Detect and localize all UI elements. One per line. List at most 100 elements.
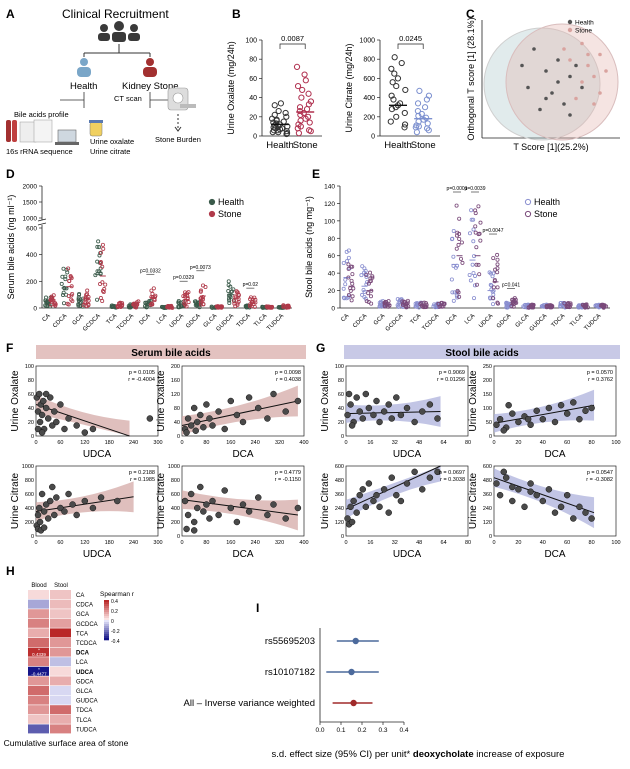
y-tick-label: 200 (26, 279, 37, 286)
data-point (346, 248, 351, 253)
panel-letter-a: A (6, 7, 15, 21)
row-label: LCA (76, 660, 88, 666)
stone-confidence-ellipse (505, 23, 619, 141)
score-point (598, 91, 602, 95)
data-point (491, 256, 496, 261)
x-category-label: TCA (106, 313, 119, 326)
data-point (387, 118, 394, 125)
color-scale-step (104, 608, 109, 611)
r-value-label: r = -0.1150 (275, 477, 301, 483)
x-category-label: UDCA (478, 313, 494, 329)
data-point (61, 266, 66, 271)
data-point (282, 515, 289, 522)
data-point (57, 401, 64, 408)
color-scale-step (104, 602, 109, 605)
score-point (604, 69, 608, 73)
color-scale-step (104, 610, 109, 613)
chart-heatmap-spearman: Blood Stool CA CDCA GCA GCDCA TCA TCDCA DCA LCA UD… (4, 583, 135, 748)
data-point (364, 299, 369, 304)
data-point (380, 408, 388, 415)
x-tick-label: 0.2 (357, 727, 366, 734)
data-point (457, 294, 462, 299)
color-scale-step (104, 622, 109, 625)
y-tick-label: 40 (249, 95, 257, 102)
y-tick-label: 120 (483, 520, 492, 526)
data-point (198, 289, 203, 294)
heatmap-cell (28, 590, 49, 599)
y-tick-label: 600 (25, 492, 34, 498)
p-value-label: 0.0087 (281, 34, 304, 43)
data-point (296, 107, 303, 115)
data-point (271, 102, 278, 109)
x-category-label: TCA (410, 313, 423, 326)
heatmap-cell (50, 686, 71, 695)
data-point (38, 411, 46, 419)
panel-letter-e: E (312, 167, 320, 181)
chart-stool-dca-citrate: 0 20 40 60 80 100 0 120 240 360 480 600 p = 0.0547r … (468, 464, 621, 560)
data-point (305, 113, 312, 120)
x-axis-label: DCA (544, 549, 565, 560)
data-point (401, 124, 408, 131)
heatmap-cell (50, 705, 71, 715)
stool-banner: Stool bile acids (344, 345, 620, 359)
data-point (393, 82, 400, 90)
panel-letter-h: H (6, 564, 15, 578)
data-point (302, 77, 309, 84)
panel-letter-b: B (232, 7, 241, 21)
y-tick-label: 120 (324, 201, 335, 208)
data-point (36, 518, 44, 526)
data-point (570, 399, 577, 406)
data-point (44, 415, 52, 422)
data-point (509, 483, 516, 491)
color-scale-step (104, 632, 109, 635)
heatmap-cell (28, 714, 49, 724)
data-point (182, 294, 187, 299)
y-tick-label: 1000 (359, 38, 375, 45)
data-point (402, 86, 409, 94)
row-label: TUDCA (76, 727, 97, 733)
y-tick-label: 240 (335, 506, 344, 512)
y-tick-label: 0 (371, 134, 375, 141)
data-point (227, 397, 235, 405)
legend-label: Health (218, 197, 244, 207)
data-point (527, 421, 534, 429)
data-point (306, 119, 313, 126)
data-point (380, 486, 388, 493)
data-point (403, 480, 411, 487)
data-point (45, 303, 50, 308)
data-point (209, 422, 216, 429)
p-value-label: p = 0.0105 (129, 370, 155, 376)
data-point (198, 302, 203, 307)
confidence-band (346, 396, 441, 427)
data-point (434, 468, 441, 476)
data-point (348, 422, 356, 429)
score-point (568, 113, 572, 117)
test-tubes-icon (6, 119, 53, 143)
heatmap-cell (28, 599, 49, 609)
data-point (248, 303, 253, 308)
color-scale-title: Spearman r (100, 591, 135, 598)
data-point (270, 390, 277, 398)
legend-label: Stone (218, 209, 242, 219)
data-point (346, 262, 351, 267)
rrna-sequence-label: 16s rRNA sequence (6, 147, 73, 156)
data-point (576, 503, 583, 511)
data-point (457, 231, 462, 236)
data-point (215, 511, 222, 519)
data-point (588, 404, 595, 412)
data-point (454, 246, 459, 251)
data-point (215, 408, 222, 415)
p-value-label: p = 0.0697 (439, 470, 465, 476)
data-point (275, 107, 282, 115)
x-tick-label: 80 (203, 540, 209, 546)
data-point (51, 293, 56, 298)
data-point (61, 508, 68, 515)
data-point (270, 501, 277, 508)
data-point (402, 300, 407, 305)
data-point (194, 504, 201, 512)
x-tick-label: 64 (441, 440, 447, 446)
data-point (232, 299, 237, 304)
score-point (532, 47, 536, 51)
